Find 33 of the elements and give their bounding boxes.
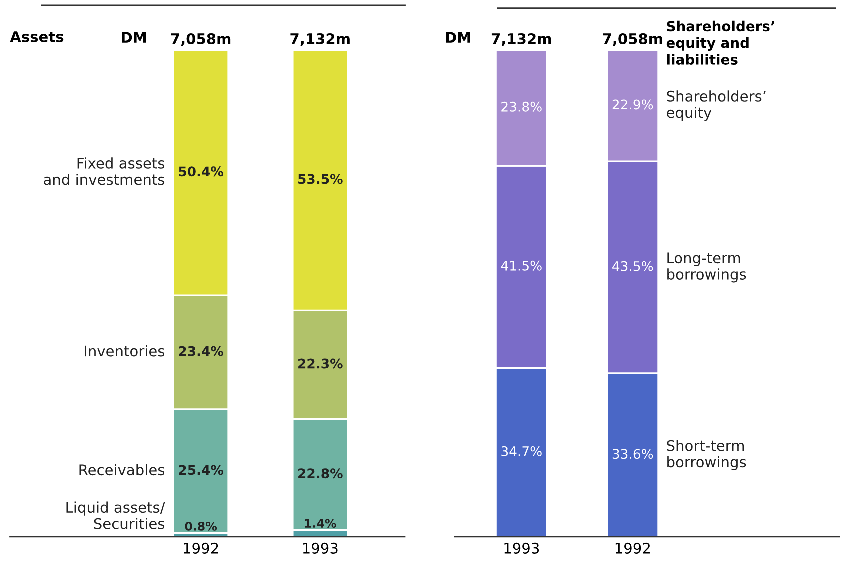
annotation: 7,132m	[492, 33, 552, 46]
data-label: 41.5%	[501, 260, 542, 271]
text: Shareholders’ equity and liabilities	[666, 20, 774, 65]
series-label: Liquid assets/ Securities	[66, 502, 166, 530]
annotation: 7,058m	[603, 33, 662, 46]
data-label: 23.8%	[502, 102, 542, 112]
annotation: 7,132m	[290, 33, 350, 46]
data-label: 34.7%	[502, 446, 542, 456]
text: DM	[122, 32, 146, 43]
data-label: 22.9%	[612, 100, 654, 110]
series-label: Shareholders’ equity	[667, 90, 766, 122]
series-label: Receivables	[80, 464, 165, 476]
data-label: 0.8%	[185, 522, 218, 531]
data-label: 33.6%	[612, 449, 654, 460]
annotation: 7,058m	[171, 33, 231, 46]
text: DM	[446, 32, 470, 43]
data-label: 22.8%	[298, 468, 343, 479]
x-tick-label: 1992	[184, 542, 218, 554]
x-tick-label: 1992	[616, 542, 650, 554]
data-label: 22.3%	[298, 358, 343, 369]
series-label: Long-term borrowings	[668, 252, 746, 283]
data-label: 25.4%	[179, 465, 224, 476]
x-tick-label: 1993	[504, 542, 540, 554]
series-label: Short-term borrowings	[667, 440, 746, 471]
series-label: Fixed assets and investments	[44, 158, 165, 186]
data-label: 53.5%	[298, 174, 343, 184]
chart-title: Assets	[10, 32, 64, 42]
data-label: 1.4%	[305, 519, 336, 528]
data-label: 23.4%	[179, 346, 224, 356]
x-tick-label: 1993	[303, 542, 338, 554]
data-label: 43.5%	[612, 261, 654, 272]
data-label: 50.4%	[179, 166, 224, 177]
series-label: Inventories	[85, 345, 165, 357]
